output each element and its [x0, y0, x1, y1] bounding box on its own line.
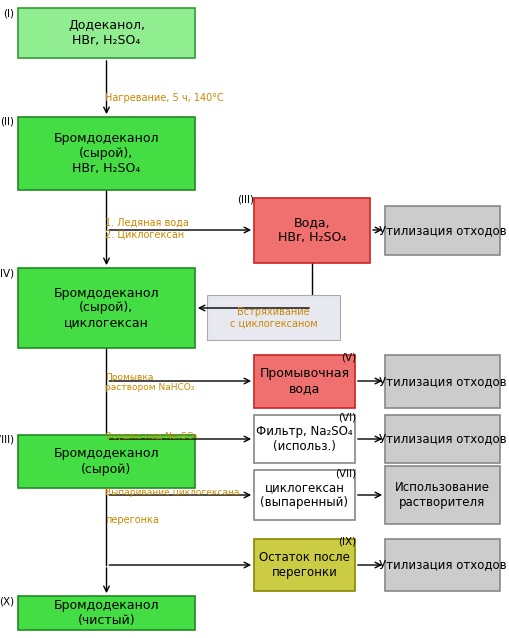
Text: Фильтр, Na₂SO₄
(использ.): Фильтр, Na₂SO₄ (использ.)	[256, 425, 352, 453]
Text: циклогексан
(выпаренный): циклогексан (выпаренный)	[260, 481, 348, 509]
FancyBboxPatch shape	[384, 466, 499, 524]
FancyBboxPatch shape	[384, 415, 499, 463]
Text: (VI): (VI)	[337, 413, 355, 423]
FancyBboxPatch shape	[253, 415, 354, 463]
Text: Бромдодеканол
(сырой): Бромдодеканол (сырой)	[53, 447, 159, 475]
Text: (VIII): (VIII)	[0, 435, 14, 445]
Text: Использование
растворителя: Использование растворителя	[394, 481, 489, 509]
Text: Утилизация отходов: Утилизация отходов	[378, 433, 505, 445]
FancyBboxPatch shape	[18, 596, 194, 630]
Text: (V): (V)	[340, 353, 355, 363]
Text: Нагревание, 5 ч, 140°С: Нагревание, 5 ч, 140°С	[105, 93, 223, 103]
Text: Бромдодеканол
(сырой),
HBr, H₂SO₄: Бромдодеканол (сырой), HBr, H₂SO₄	[53, 132, 159, 175]
FancyBboxPatch shape	[18, 435, 194, 488]
FancyBboxPatch shape	[18, 268, 194, 348]
FancyBboxPatch shape	[253, 470, 354, 520]
Text: (X): (X)	[0, 596, 14, 606]
FancyBboxPatch shape	[384, 355, 499, 408]
FancyBboxPatch shape	[18, 8, 194, 58]
Text: Утилизация отходов: Утилизация отходов	[378, 558, 505, 572]
Text: (I): (I)	[3, 8, 14, 18]
Text: Остаток после
перегонки: Остаток после перегонки	[259, 551, 349, 579]
Text: Промывка
раствором NaHCO₃: Промывка раствором NaHCO₃	[105, 373, 194, 392]
FancyBboxPatch shape	[384, 539, 499, 591]
Text: перегонка: перегонка	[105, 515, 159, 525]
Text: (II): (II)	[0, 117, 14, 127]
FancyBboxPatch shape	[253, 539, 354, 591]
Text: Бромдодеканол
(чистый): Бромдодеканол (чистый)	[53, 599, 159, 627]
Text: (III): (III)	[237, 195, 253, 205]
FancyBboxPatch shape	[253, 198, 369, 263]
FancyBboxPatch shape	[384, 206, 499, 255]
Text: (VII): (VII)	[334, 468, 355, 478]
FancyBboxPatch shape	[18, 117, 194, 190]
Text: Вода,
HBr, H₂SO₄: Вода, HBr, H₂SO₄	[277, 216, 346, 244]
Text: Утилизация отходов: Утилизация отходов	[378, 375, 505, 388]
Text: Бромдодеканол
(сырой),
циклогексан: Бромдодеканол (сырой), циклогексан	[53, 286, 159, 329]
Text: Встряхивание
с циклогексаном: Встряхивание с циклогексаном	[229, 307, 317, 329]
FancyBboxPatch shape	[207, 295, 340, 340]
Text: (IV): (IV)	[0, 268, 14, 278]
FancyBboxPatch shape	[253, 355, 354, 408]
Text: Осушка над Na₂SO₄: Осушка над Na₂SO₄	[105, 432, 197, 441]
Text: Выпаривание циклогексана: Выпаривание циклогексана	[105, 488, 239, 497]
Text: 1. Ледяная вода
2. Циклогексан: 1. Ледяная вода 2. Циклогексан	[105, 218, 188, 240]
Text: Промывочная
вода: Промывочная вода	[259, 367, 349, 396]
Text: (IX): (IX)	[337, 537, 355, 547]
Text: Додеканол,
HBr, H₂SO₄: Додеканол, HBr, H₂SO₄	[68, 19, 145, 47]
Text: Утилизация отходов: Утилизация отходов	[378, 224, 505, 237]
